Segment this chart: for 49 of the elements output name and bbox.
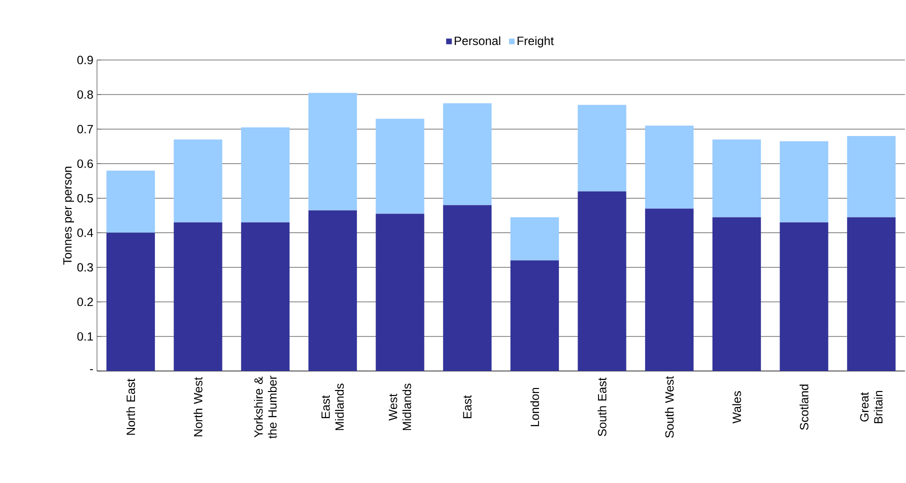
bar — [443, 103, 492, 206]
bar — [241, 127, 290, 222]
bar — [308, 92, 357, 210]
bar — [106, 232, 155, 371]
legend-label: Personal — [454, 36, 500, 46]
bar — [106, 170, 155, 233]
y-tick-label: 0.6 — [77, 159, 93, 168]
x-tick-label: Scotland — [800, 384, 808, 430]
x-tick-label: West Midlands — [388, 384, 412, 430]
legend-label: Freight — [518, 36, 554, 48]
x-tick-label: South West — [664, 376, 674, 438]
bar — [712, 217, 761, 371]
y-tick-label: 0.4 — [77, 228, 94, 237]
x-tick-label: Wales — [732, 391, 742, 424]
bar — [174, 222, 222, 371]
bar — [578, 104, 626, 192]
bar — [780, 141, 828, 222]
bar — [241, 222, 290, 371]
y-tick-label: - — [90, 369, 93, 370]
bar — [308, 210, 357, 371]
x-tick-label: North East — [126, 378, 136, 435]
bar — [578, 191, 626, 371]
x-tick-label: East Midlands — [322, 384, 344, 430]
y-tick-label: 0.2 — [77, 298, 93, 306]
x-tick-label: North West — [194, 377, 202, 436]
y-tick-label: 0.1 — [77, 332, 93, 341]
y-tick-label: 0.8 — [77, 90, 93, 99]
y-tick-label: 0.7 — [77, 124, 93, 134]
y-tick-label: 0.3 — [77, 263, 93, 272]
bar — [510, 260, 559, 371]
x-tick-label: East — [463, 395, 472, 418]
bar — [510, 217, 559, 260]
x-tick-label: South East — [598, 378, 606, 436]
bar — [376, 118, 424, 214]
bar — [645, 208, 694, 371]
x-tick-label: Great Britain — [860, 390, 883, 424]
bar — [847, 217, 896, 371]
bar — [780, 222, 828, 371]
y-tick-label: 0.9 — [77, 56, 93, 64]
y-axis-title: Tonnes per person — [63, 166, 74, 265]
bar — [174, 139, 222, 222]
x-tick-label: Yorkshire & the Humber — [254, 376, 277, 438]
bar — [712, 139, 761, 218]
bar — [645, 126, 694, 209]
bar — [376, 214, 424, 371]
y-tick-label: 0.5 — [77, 194, 93, 202]
bar — [443, 205, 492, 371]
bar — [847, 136, 896, 218]
x-tick-label: London — [530, 388, 540, 426]
